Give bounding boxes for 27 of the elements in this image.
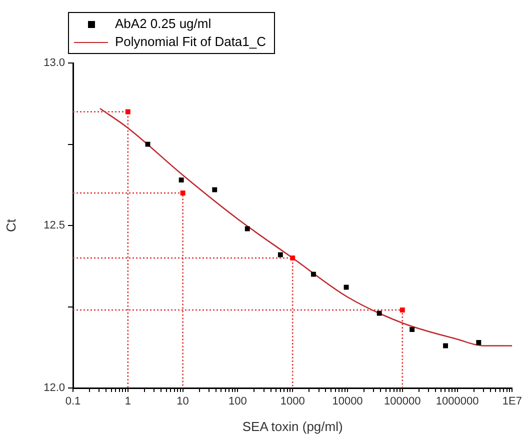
point	[278, 252, 283, 258]
y-tick-label: 12.0	[44, 382, 65, 394]
x-tick-label: 10000	[332, 396, 363, 408]
x-tick-label: 1	[124, 396, 131, 408]
x-tick-label: 1000	[280, 396, 305, 408]
x-tick-label: 1000000	[436, 396, 479, 408]
y-tick-label: 13.0	[44, 57, 65, 70]
y-tick-label: 12.5	[44, 220, 65, 232]
point	[344, 284, 349, 290]
point	[180, 190, 186, 196]
legend-label: Polynomial Fit of Data1_C	[115, 33, 266, 51]
x-tick-label: 100000	[384, 396, 421, 408]
point	[376, 310, 382, 316]
x-tick-label: 100	[228, 396, 247, 408]
point	[178, 178, 184, 182]
y-axis-title: Ct	[3, 218, 18, 232]
point	[311, 272, 316, 277]
x-tick-label: 10	[176, 396, 189, 408]
point	[244, 226, 250, 232]
point	[443, 343, 448, 348]
x-tick-label: 0.1	[65, 396, 81, 408]
point	[476, 340, 482, 345]
point	[410, 327, 415, 332]
point	[212, 187, 218, 192]
legend-label: AbA2 0.25 ug/ml	[115, 15, 212, 33]
x-axis-title: SEA toxin (pg/ml)	[242, 418, 343, 434]
x-tick-label: 1E7	[502, 396, 522, 408]
